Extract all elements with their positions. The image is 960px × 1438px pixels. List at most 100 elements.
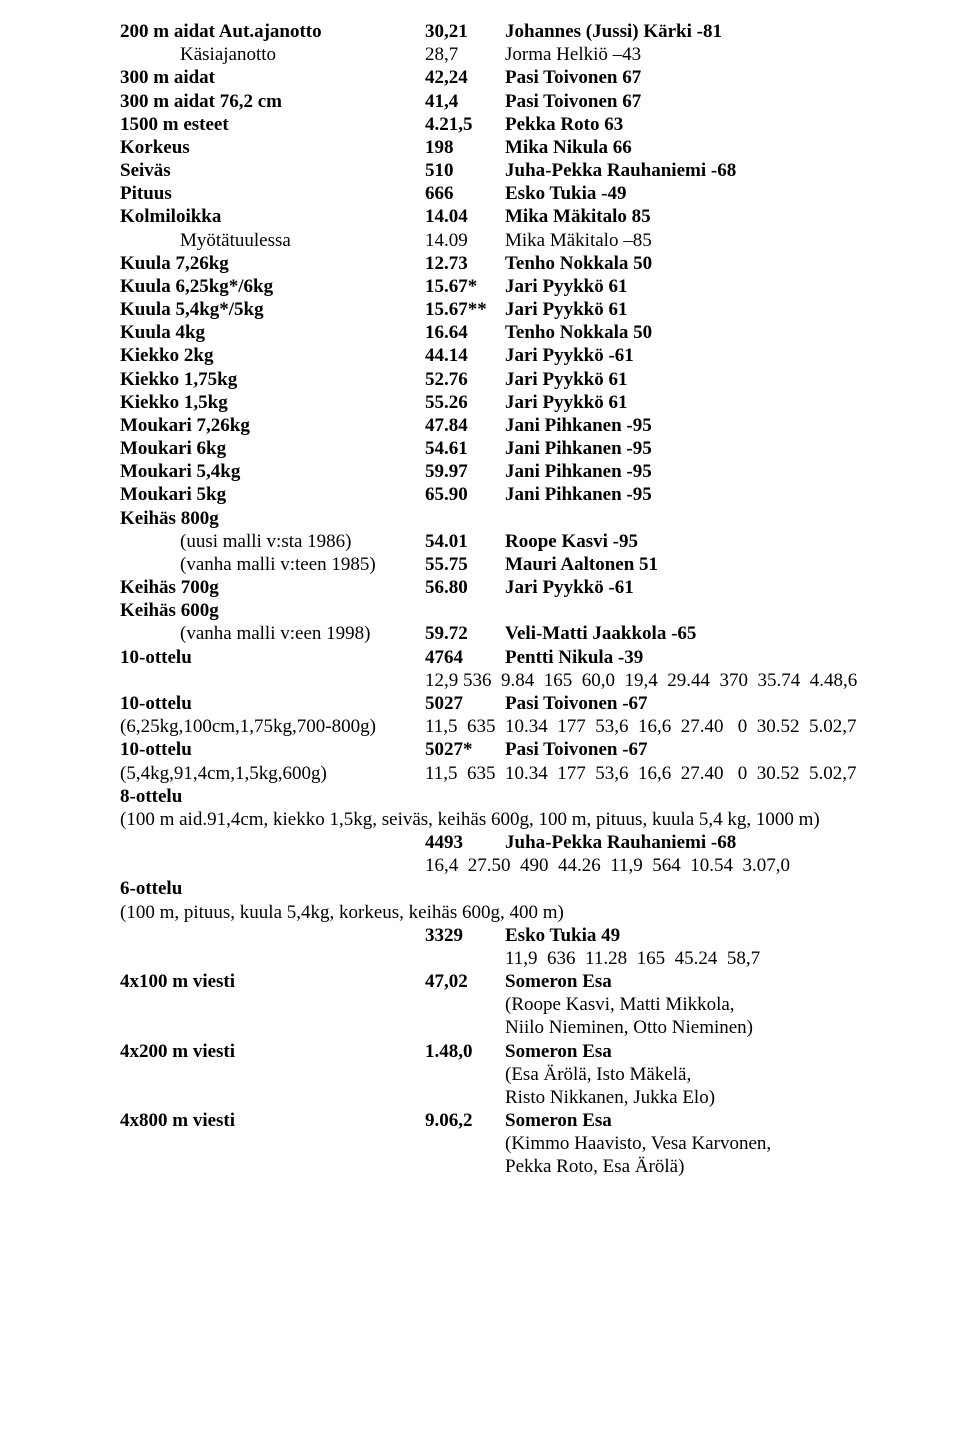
result-value: 54.61 xyxy=(425,437,505,460)
record-row: 4x200 m viesti1.48,0Someron Esa1976 xyxy=(120,1040,960,1063)
record-row: 300 m aidat42,24Pasi Toivonen 671984 xyxy=(120,66,960,89)
record-row: (uusi malli v:sta 1986)54.01Roope Kasvi … xyxy=(120,530,960,553)
event-name: Moukari 5kg xyxy=(120,483,425,506)
result-value: 30,21 xyxy=(425,20,505,43)
result-value: 4493 xyxy=(425,831,505,854)
record-row: Kuula 5,4kg*/5kg15.67**Jari Pyykkö 61197… xyxy=(120,298,960,321)
result-value: 54.01 xyxy=(425,530,505,553)
event-name: (5,4kg,91,4cm,1,5kg,600g) xyxy=(120,762,425,785)
record-row: 6-ottelu xyxy=(120,877,960,900)
row-text: (100 m aid.91,4cm, kiekko 1,5kg, seiväs,… xyxy=(120,808,820,831)
record-row: Moukari 5,4kg59.97Jani Pihkanen -952012 xyxy=(120,460,960,483)
record-row: Kiekko 1,5kg55.26Jari Pyykkö 611977 xyxy=(120,391,960,414)
event-name: Kuula 6,25kg*/6kg xyxy=(120,275,425,298)
record-row: 10-ottelu5027*Pasi Toivonen -671984 xyxy=(120,738,960,761)
athlete-name: Pasi Toivonen -67 xyxy=(505,738,960,761)
event-name: Kuula 4kg xyxy=(120,321,425,344)
result-value: 666 xyxy=(425,182,505,205)
event-subname: (vanha malli v:teen 1985) xyxy=(120,553,425,576)
result-value: 198 xyxy=(425,136,505,159)
record-row: 4x800 m viesti9.06,2Someron Esa1978 xyxy=(120,1109,960,1132)
athlete-name: Jani Pihkanen -95 xyxy=(505,414,960,437)
result-value: 56.80 xyxy=(425,576,505,599)
athlete-name: Someron Esa xyxy=(505,970,960,993)
result-value: 55.75 xyxy=(425,553,505,576)
athlete-name: Jari Pyykkö 61 xyxy=(505,298,960,321)
record-row: Kuula 6,25kg*/6kg15.67*Jari Pyykkö 61197… xyxy=(120,275,960,298)
event-name: 8-ottelu xyxy=(120,785,425,808)
record-row: (Esa Ärölä, Isto Mäkelä, xyxy=(120,1063,960,1086)
record-row: Korkeus198Mika Nikula 661983 xyxy=(120,136,960,159)
record-row: Moukari 5kg65.90Jani Pihkanen -952012 xyxy=(120,483,960,506)
event-name: Moukari 7,26kg xyxy=(120,414,425,437)
record-row: 4493Juha-Pekka Rauhaniemi -681984 xyxy=(120,831,960,854)
event-subname: (uusi malli v:sta 1986) xyxy=(120,530,425,553)
record-row: Keihäs 600g xyxy=(120,599,960,622)
event-name: 200 m aidat Aut.ajanotto xyxy=(120,20,425,43)
athlete-name: Pasi Toivonen 67 xyxy=(505,66,960,89)
athlete-name: Someron Esa xyxy=(505,1040,960,1063)
event-name xyxy=(120,924,425,947)
record-row: 10-ottelu5027Pasi Toivonen -671984 xyxy=(120,692,960,715)
record-row: Kolmiloikka14.04Mika Mäkitalo 852002 xyxy=(120,205,960,228)
record-row: (6,25kg,100cm,1,75kg,700-800g)11,5 635 1… xyxy=(120,715,960,738)
event-name: Kolmiloikka xyxy=(120,205,425,228)
result-value: 14.09 xyxy=(425,229,505,252)
record-row: Käsiajanotto28,7Jorma Helkiö –431960 xyxy=(120,43,960,66)
record-row: Kuula 4kg16.64Tenho Nokkala 501967 xyxy=(120,321,960,344)
result-value: 9.06,2 xyxy=(425,1109,505,1132)
record-row: 12,9 536 9.84 165 60,0 19,4 29.44 370 35… xyxy=(120,669,960,692)
record-row: 300 m aidat 76,2 cm41,4Pasi Toivonen 671… xyxy=(120,90,960,113)
event-name: Kiekko 1,5kg xyxy=(120,391,425,414)
event-subname: Käsiajanotto xyxy=(120,43,425,66)
event-name: 6-ottelu xyxy=(120,877,425,900)
event-subname: (vanha malli v:een 1998) xyxy=(120,622,425,645)
athlete-name: Johannes (Jussi) Kärki -81 xyxy=(505,20,960,43)
result-value: 55.26 xyxy=(425,391,505,414)
row-detail: Risto Nikkanen, Jukka Elo) xyxy=(505,1086,715,1109)
athlete-name: Jari Pyykkö -61 xyxy=(505,344,960,367)
result-value: 44.14 xyxy=(425,344,505,367)
athlete-name: Jani Pihkanen -95 xyxy=(505,437,960,460)
event-name: 1500 m esteet xyxy=(120,113,425,136)
row-text: (100 m, pituus, kuula 5,4kg, korkeus, ke… xyxy=(120,901,564,924)
event-name: (6,25kg,100cm,1,75kg,700-800g) xyxy=(120,715,425,738)
row-detail: Niilo Nieminen, Otto Nieminen) xyxy=(505,1016,753,1039)
row-detail: Pekka Roto, Esa Ärölä) xyxy=(505,1155,684,1178)
result-value: 15.67** xyxy=(425,298,505,321)
athlete-name: Mika Nikula 66 xyxy=(505,136,960,159)
athlete-name: Juha-Pekka Rauhaniemi -68 xyxy=(505,159,960,182)
athlete-name: Mauri Aaltonen 51 xyxy=(505,553,960,576)
record-row: Kiekko 1,75kg52.76Jari Pyykkö 611978 xyxy=(120,368,960,391)
row-detail: (Roope Kasvi, Matti Mikkola, xyxy=(505,993,735,1016)
athlete-name: Jari Pyykkö 61 xyxy=(505,368,960,391)
athlete-name: Roope Kasvi -95 xyxy=(505,530,960,553)
athlete-name: Esko Tukia 49 xyxy=(505,924,960,947)
result-value: 47.84 xyxy=(425,414,505,437)
event-name xyxy=(120,831,425,854)
row-detail: (Esa Ärölä, Isto Mäkelä, xyxy=(505,1063,691,1086)
event-name: 4x200 m viesti xyxy=(120,1040,425,1063)
result-value: 5027 xyxy=(425,692,505,715)
record-row: 16,4 27.50 490 44.26 11,9 564 10.54 3.07… xyxy=(120,854,960,877)
result-value: 4.21,5 xyxy=(425,113,505,136)
record-row: Kuula 7,26kg12.73Tenho Nokkala 501967 xyxy=(120,252,960,275)
record-row: (vanha malli v:teen 1985)55.75Mauri Aalt… xyxy=(120,553,960,576)
row-detail: 11,5 635 10.34 177 53,6 16,6 27.40 0 30.… xyxy=(425,762,857,785)
record-row: 10-ottelu4764Pentti Nikula -391956 xyxy=(120,646,960,669)
record-row: (Kimmo Haavisto, Vesa Karvonen, xyxy=(120,1132,960,1155)
record-row: (vanha malli v:een 1998)59.72Veli-Matti … xyxy=(120,622,960,645)
athlete-name: Pentti Nikula -39 xyxy=(505,646,960,669)
athlete-name: Mika Mäkitalo –85 xyxy=(505,229,960,252)
event-name: 300 m aidat xyxy=(120,66,425,89)
athlete-name: Juha-Pekka Rauhaniemi -68 xyxy=(505,831,960,854)
event-name: 10-ottelu xyxy=(120,692,425,715)
result-value: 59.72 xyxy=(425,622,505,645)
athlete-name: Pekka Roto 63 xyxy=(505,113,960,136)
row-detail: 11,5 635 10.34 177 53,6 16,6 27.40 0 30.… xyxy=(425,715,857,738)
event-name: Kiekko 2kg xyxy=(120,344,425,367)
athlete-name: Tenho Nokkala 50 xyxy=(505,321,960,344)
result-value: 4764 xyxy=(425,646,505,669)
event-name: 300 m aidat 76,2 cm xyxy=(120,90,425,113)
athlete-name: Mika Mäkitalo 85 xyxy=(505,205,960,228)
